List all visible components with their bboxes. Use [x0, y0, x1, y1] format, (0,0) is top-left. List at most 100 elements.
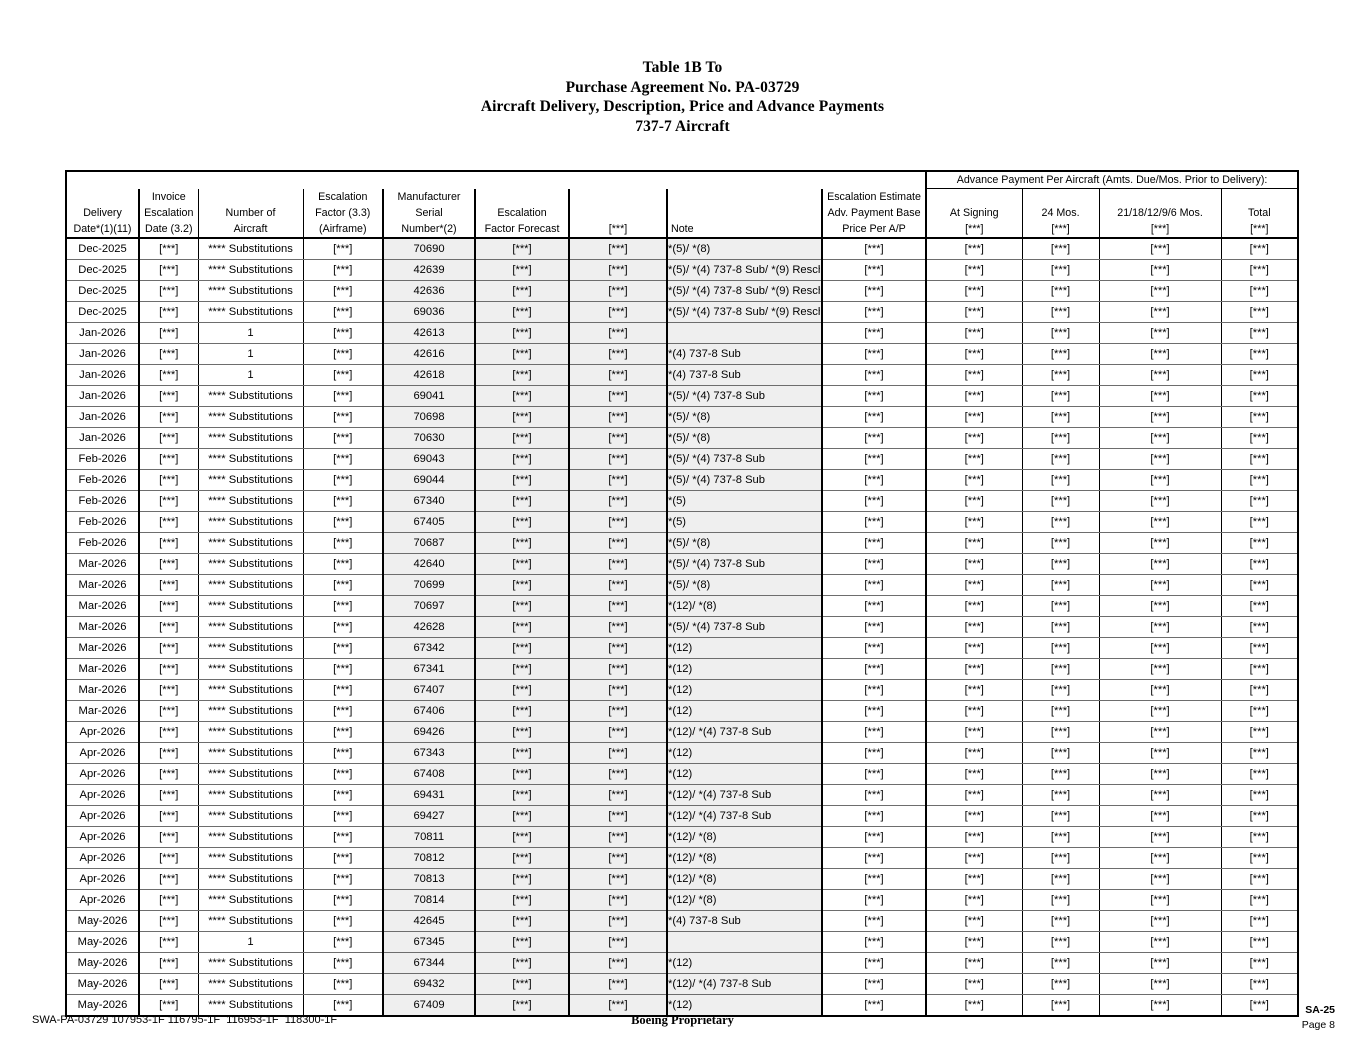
cell-manufacturer-serial: 70697: [382, 595, 475, 617]
cell-total: [***]: [1220, 490, 1299, 512]
table-row: Dec-2025 [***] **** Substitutions [***] 7069…: [66, 238, 1299, 260]
cell-21-18-12-9-6-mos: [***]: [1098, 700, 1222, 722]
title-line-3: Aircraft Delivery, Description, Price an…: [480, 98, 885, 115]
cell-redacted: [***]: [568, 931, 667, 953]
cell-escalation-forecast: [***]: [474, 952, 569, 974]
cell-manufacturer-serial: 42636: [382, 280, 475, 302]
note-text: *(12): [668, 999, 693, 1011]
cell-note: *(5)/ *(8): [666, 427, 822, 449]
table-row: May-2026 [***] 1 [***] 67345 [***] [***] [***][…: [66, 931, 1299, 953]
cell-at-signing: [***]: [925, 532, 1023, 554]
cell-21-18-12-9-6-mos: [***]: [1098, 616, 1222, 638]
cell-delivery-date: Dec-2025: [66, 301, 139, 323]
cell-number-of-aircraft: **** Substitutions: [197, 763, 303, 785]
cell-manufacturer-serial: 67342: [382, 637, 475, 659]
cell-at-signing: [***]: [925, 301, 1023, 323]
cell-escalation-forecast: [***]: [474, 784, 569, 806]
cell-invoice-escalation: [***]: [138, 238, 198, 260]
footer-proprietary-notice: Boeing Proprietary: [631, 1013, 734, 1027]
cell-manufacturer-serial: 69043: [382, 448, 475, 470]
cell-at-signing: [***]: [925, 553, 1023, 575]
cell-invoice-escalation: [***]: [138, 763, 198, 785]
cell-note: *(12)/ *(4) 737-8 Sub: [666, 973, 822, 995]
cell-redacted: [***]: [568, 952, 667, 974]
cell-note: [666, 931, 822, 953]
cell-number-of-aircraft: **** Substitutions: [197, 784, 303, 806]
cell-number-of-aircraft: **** Substitutions: [197, 553, 303, 575]
cell-redacted: [***]: [568, 595, 667, 617]
cell-escalation-factor: [***]: [302, 280, 383, 302]
table-row: Mar-2026 [***] **** Substitutions [***] 6740…: [66, 700, 1299, 722]
cell-invoice-escalation: [***]: [138, 868, 198, 890]
cell-number-of-aircraft: **** Substitutions: [197, 826, 303, 848]
cell-at-signing: [***]: [925, 616, 1023, 638]
cell-total: [***]: [1220, 952, 1299, 974]
cell-21-18-12-9-6-mos: [***]: [1098, 721, 1222, 743]
cell-number-of-aircraft: **** Substitutions: [197, 385, 303, 407]
table-row: Mar-2026 [***] **** Substitutions [***] 7069…: [66, 574, 1299, 596]
cell-delivery-date: Apr-2026: [66, 847, 139, 869]
header-advance-payment-group: Advance Payment Per Aircraft (Amts. Due/…: [925, 171, 1299, 189]
cell-number-of-aircraft: **** Substitutions: [197, 616, 303, 638]
cell-escalation-forecast: [***]: [474, 994, 569, 1016]
cell-manufacturer-serial: 67340: [382, 490, 475, 512]
cell-21-18-12-9-6-mos: [***]: [1098, 322, 1222, 344]
cell-escalation-estimate: [***]: [820, 574, 927, 596]
cell-invoice-escalation: [***]: [138, 301, 198, 323]
cell-21-18-12-9-6-mos: [***]: [1098, 259, 1222, 281]
cell-escalation-factor: [***]: [302, 595, 383, 617]
header-redacted-column: [***]: [568, 188, 667, 239]
cell-manufacturer-serial: 69426: [382, 721, 475, 743]
cell-escalation-estimate: [***]: [820, 280, 927, 302]
cell-manufacturer-serial: 42640: [382, 553, 475, 575]
footer-sa-number: SA-25: [1305, 1004, 1335, 1016]
cell-21-18-12-9-6-mos: [***]: [1098, 658, 1222, 680]
cell-24-mos: [***]: [1021, 931, 1100, 953]
table-row: Feb-2026 [***] **** Substitutions [***] 6904…: [66, 469, 1299, 491]
cell-21-18-12-9-6-mos: [***]: [1098, 763, 1222, 785]
cell-escalation-factor: [***]: [302, 616, 383, 638]
cell-escalation-factor: [***]: [302, 910, 383, 932]
cell-total: [***]: [1220, 994, 1299, 1016]
cell-manufacturer-serial: 67345: [382, 931, 475, 953]
note-text: *(12)/ *(8): [668, 600, 717, 612]
cell-escalation-forecast: [***]: [474, 847, 569, 869]
cell-escalation-estimate: [***]: [820, 763, 927, 785]
cell-at-signing: [***]: [925, 511, 1023, 533]
cell-total: [***]: [1220, 259, 1299, 281]
cell-number-of-aircraft: **** Substitutions: [197, 511, 303, 533]
cell-escalation-forecast: [***]: [474, 658, 569, 680]
header-escalation-factor-forecast: Escalation Factor Forecast: [474, 188, 569, 239]
cell-escalation-forecast: [***]: [474, 511, 569, 533]
cell-escalation-estimate: [***]: [820, 658, 927, 680]
note-text: *(5)/ *(8): [668, 432, 711, 444]
cell-escalation-factor: [***]: [302, 994, 383, 1016]
note-text: *(12): [668, 957, 693, 969]
cell-note: *(12)/ *(8): [666, 826, 822, 848]
cell-escalation-factor: [***]: [302, 805, 383, 827]
cell-invoice-escalation: [***]: [138, 742, 198, 764]
header-escalation-estimate-adv-payment-base-price: Escalation Estimate Adv. Payment Base Pr…: [820, 188, 927, 239]
note-text: *(12): [668, 705, 693, 717]
cell-note: *(12)/ *(4) 737-8 Sub: [666, 721, 822, 743]
cell-escalation-estimate: [***]: [820, 721, 927, 743]
cell-escalation-factor: [***]: [302, 238, 383, 260]
cell-escalation-forecast: [***]: [474, 364, 569, 386]
cell-21-18-12-9-6-mos: [***]: [1098, 385, 1222, 407]
cell-at-signing: [***]: [925, 721, 1023, 743]
cell-delivery-date: Mar-2026: [66, 679, 139, 701]
cell-escalation-factor: [***]: [302, 553, 383, 575]
cell-at-signing: [***]: [925, 763, 1023, 785]
cell-invoice-escalation: [***]: [138, 280, 198, 302]
cell-number-of-aircraft: **** Substitutions: [197, 805, 303, 827]
cell-number-of-aircraft: 1: [197, 931, 303, 953]
cell-24-mos: [***]: [1021, 721, 1100, 743]
cell-escalation-forecast: [***]: [474, 406, 569, 428]
cell-at-signing: [***]: [925, 385, 1023, 407]
cell-at-signing: [***]: [925, 679, 1023, 701]
table-row: Jan-2026 [***] **** Substitutions [***] 7069…: [66, 406, 1299, 428]
header-at-signing: At Signing [***]: [925, 188, 1023, 239]
cell-manufacturer-serial: 67409: [382, 994, 475, 1016]
cell-redacted: [***]: [568, 784, 667, 806]
cell-escalation-forecast: [***]: [474, 553, 569, 575]
